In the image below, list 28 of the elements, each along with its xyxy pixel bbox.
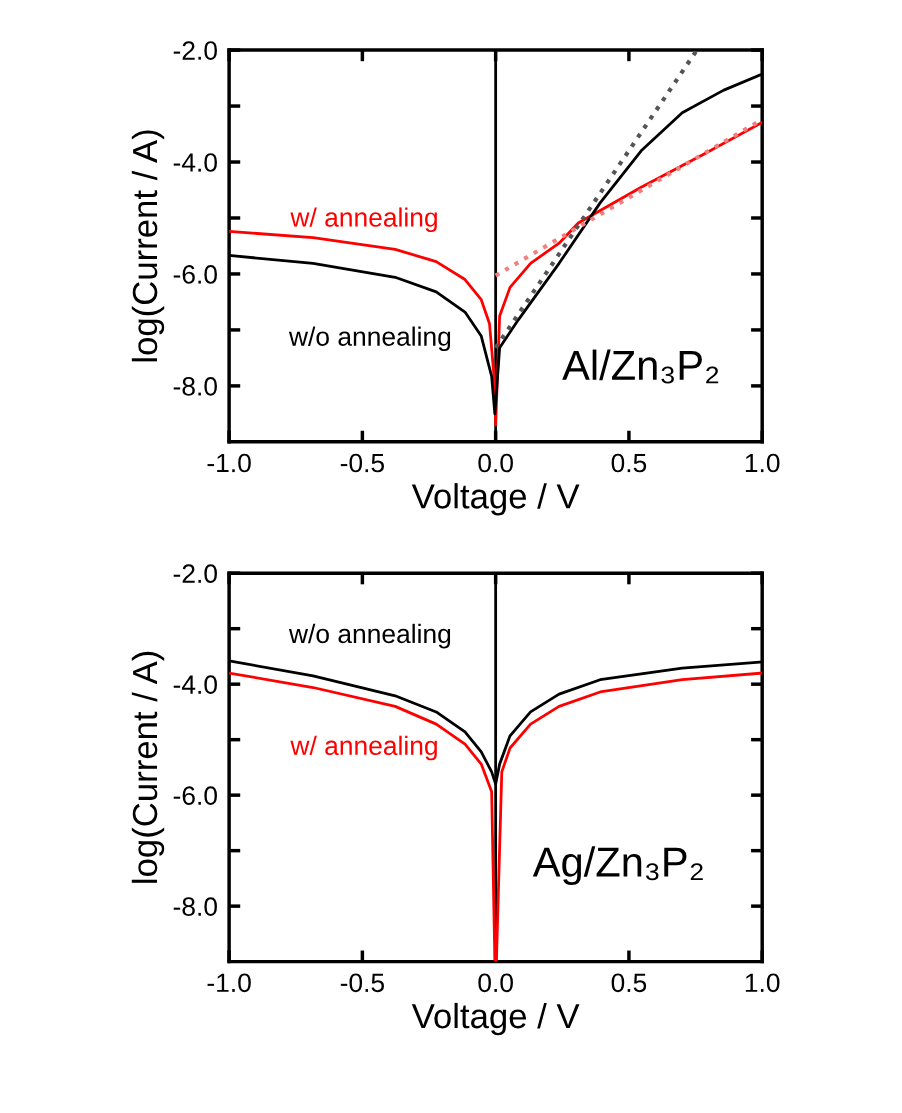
annotation: Ag/Zn₃P₂ xyxy=(532,846,703,886)
x-tick-label: 1.0 xyxy=(745,973,780,993)
x-tick-label: 0.5 xyxy=(611,453,647,473)
x-tick-label: 0.0 xyxy=(478,973,513,993)
y-tick-label: -4.0 xyxy=(173,675,217,694)
y-tick-label: -4.0 xyxy=(173,153,217,172)
x-tick-label: 0.5 xyxy=(611,973,647,993)
y-tick-label: -6.0 xyxy=(173,786,217,805)
y-tick-label: -2.0 xyxy=(173,41,217,60)
x-axis-title: Voltage / V xyxy=(411,1002,580,1036)
x-tick-label: 0.0 xyxy=(478,453,513,473)
y-tick-label: -8.0 xyxy=(173,897,217,916)
series-label: w/ annealing xyxy=(290,735,437,761)
series-label: w/o annealing xyxy=(288,623,451,649)
y-tick-label: -6.0 xyxy=(173,265,217,284)
annotation: Al/Zn₃P₂ xyxy=(562,349,719,384)
x-tick-label: -1.0 xyxy=(207,453,251,473)
x-tick-label: -0.5 xyxy=(340,973,385,993)
series-label: w/ annealing xyxy=(290,207,437,233)
y-axis-title: log(Current / A) xyxy=(131,130,165,362)
x-tick-label: 1.0 xyxy=(745,453,780,473)
x-axis-title: Voltage / V xyxy=(411,483,580,516)
x-tick-label: -0.5 xyxy=(340,453,385,473)
y-axis-title: log(Current / A) xyxy=(131,651,165,883)
x-tick-label: -1.0 xyxy=(207,973,251,993)
y-tick-label: -8.0 xyxy=(173,377,217,396)
y-tick-label: -2.0 xyxy=(173,564,217,584)
series-label: w/o annealing xyxy=(288,326,451,352)
